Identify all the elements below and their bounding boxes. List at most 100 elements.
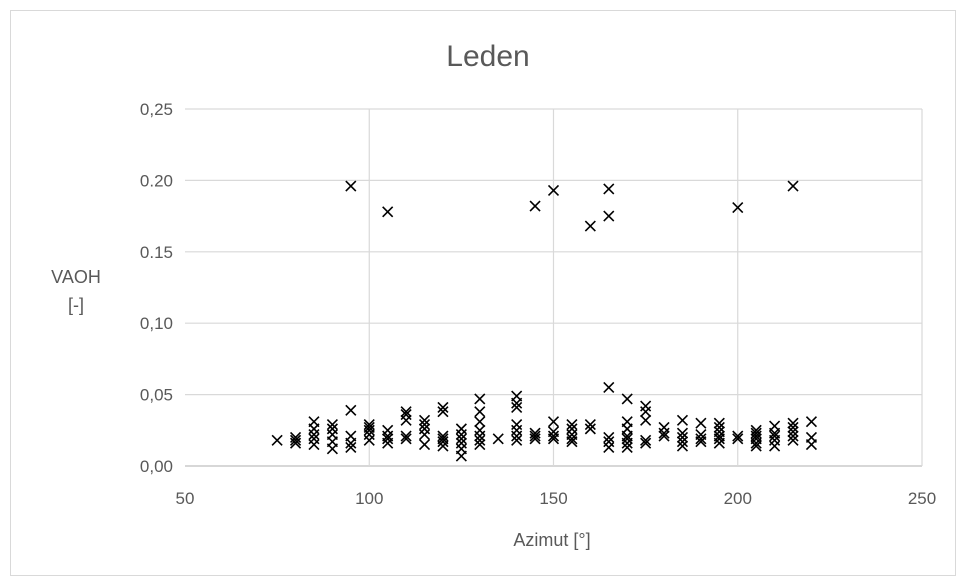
data-point [713, 426, 725, 438]
data-point [584, 220, 596, 232]
data-point [640, 400, 652, 412]
x-tick-label: 100 [355, 489, 383, 508]
data-point [603, 431, 615, 444]
data-point [787, 421, 799, 434]
data-point [382, 424, 394, 436]
data-point [713, 421, 725, 434]
data-point [437, 406, 449, 418]
y-tick-label: 0,25 [140, 100, 173, 119]
data-point [805, 431, 818, 444]
data-point [787, 430, 799, 442]
data-point [732, 430, 744, 442]
data-point [769, 430, 781, 442]
data-point [418, 429, 431, 441]
data-point [640, 434, 652, 446]
data-point [695, 417, 707, 429]
data-point [511, 424, 523, 436]
data-point [676, 440, 689, 452]
data-point [437, 430, 449, 442]
x-tick-label: 50 [176, 489, 195, 508]
data-point [400, 433, 412, 445]
x-tick-label: 150 [539, 489, 567, 508]
x-tick-label: 200 [724, 489, 752, 508]
data-point [676, 427, 689, 439]
chart-title: Leden [446, 40, 529, 73]
data-point [547, 426, 560, 438]
data-point [640, 437, 652, 449]
data-point [345, 404, 357, 416]
data-point [474, 393, 486, 405]
data-point [418, 419, 431, 431]
data-point [750, 424, 762, 436]
data-point [382, 433, 394, 445]
data-point [345, 430, 357, 442]
data-point [455, 443, 467, 455]
x-axis-label: Azimut [°] [513, 530, 590, 550]
data-point [787, 434, 799, 446]
data-point [474, 434, 486, 446]
data-point [289, 431, 302, 444]
data-point [308, 416, 320, 428]
data-point [455, 423, 467, 435]
data-point [750, 427, 762, 439]
data-point [529, 200, 541, 212]
data-point [492, 433, 504, 445]
data-point [345, 441, 357, 454]
data-point [308, 439, 320, 451]
data-point [566, 433, 578, 445]
data-point [474, 406, 486, 418]
data-point [695, 429, 707, 441]
data-point [640, 406, 652, 418]
data-point [621, 393, 633, 405]
data-point [621, 441, 633, 454]
data-point [658, 421, 670, 434]
data-point [732, 433, 744, 445]
data-point [474, 439, 486, 451]
data-point [676, 414, 689, 426]
data-point [382, 206, 394, 218]
y-tick-label: 0,00 [140, 457, 173, 476]
data-point [787, 180, 799, 192]
data-point [566, 419, 578, 431]
data-point [676, 431, 689, 444]
data-point [437, 401, 449, 414]
x-tick-label: 250 [908, 489, 936, 508]
data-point [437, 433, 449, 445]
data-point [584, 423, 596, 435]
data-point [400, 414, 412, 426]
data-point [529, 427, 541, 439]
data-point [345, 180, 357, 192]
data-point [363, 419, 375, 431]
data-point [603, 210, 615, 222]
data-point [566, 423, 578, 435]
y-tick-label: 0.20 [140, 171, 173, 190]
data-point [455, 437, 467, 449]
data-point [547, 184, 560, 196]
data-point [308, 433, 320, 445]
y-axis-ticks: 0,00 0,05 0,10 0.15 0.20 0,25 [140, 100, 173, 476]
y-tick-label: 0.15 [140, 243, 173, 262]
data-point [676, 436, 689, 448]
data-point [326, 429, 338, 441]
data-point [787, 426, 799, 438]
data-point [326, 419, 338, 431]
data-point [658, 430, 670, 442]
data-point [400, 406, 412, 418]
data-point [584, 419, 596, 431]
data-point [769, 420, 781, 432]
data-point [455, 433, 467, 445]
data-markers [271, 180, 818, 462]
y-tick-label: 0,05 [140, 386, 173, 405]
data-point [418, 439, 431, 451]
data-point [547, 416, 560, 428]
data-point [511, 419, 523, 431]
data-point [474, 424, 486, 436]
x-axis-ticks: 50 100 150 200 250 [176, 489, 937, 508]
data-point [418, 423, 431, 435]
data-point [713, 417, 725, 429]
data-point [289, 434, 302, 446]
chart-frame [10, 10, 956, 576]
data-point [603, 381, 615, 394]
y-axis-label-line-1: VAOH [51, 267, 101, 287]
